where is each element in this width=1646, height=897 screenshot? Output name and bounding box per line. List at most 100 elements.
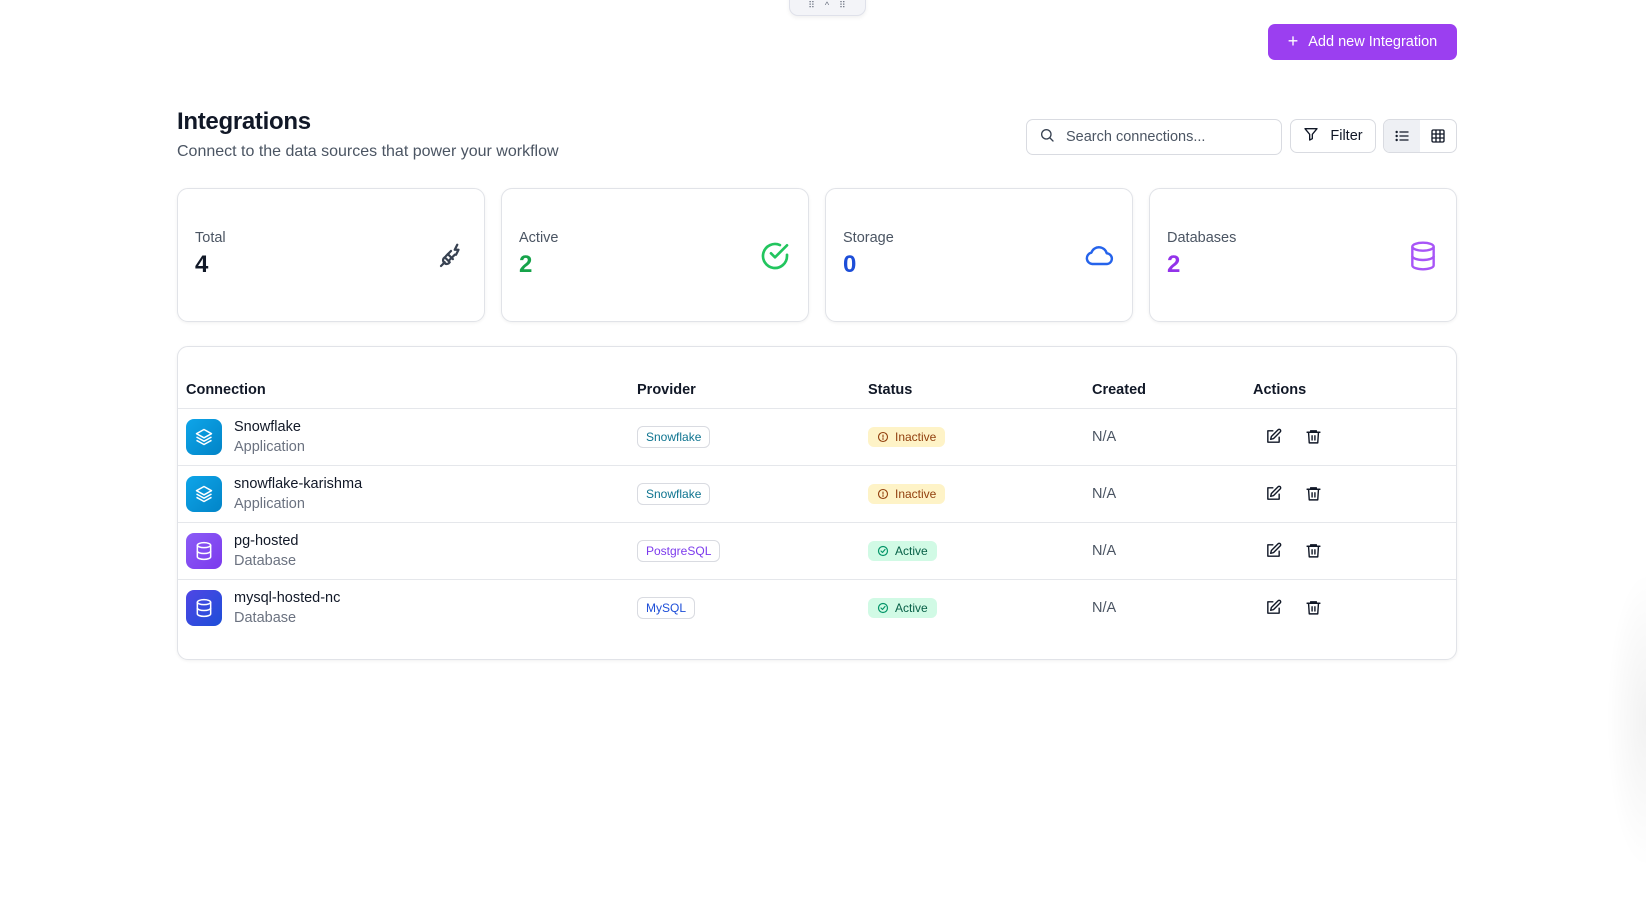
search-icon [1039,127,1055,148]
connection-name[interactable]: mysql-hosted-nc [234,589,341,606]
plug-icon [434,239,468,273]
floating-toolbar-handle[interactable]: ⠿ ^ ⠿ [789,0,866,16]
trash-icon [1305,544,1321,558]
status-label: Active [895,543,928,558]
edit-icon [1266,542,1281,557]
filter-icon [1303,126,1319,146]
table-row[interactable]: pg-hosted Database PostgreSQL Active N/A [178,522,1456,580]
search-input[interactable] [1066,129,1266,145]
column-header-actions: Actions [1245,347,1456,409]
column-header-provider: Provider [629,347,860,409]
status-label: Active [895,600,928,615]
edit-icon [1266,599,1281,615]
list-view-button[interactable] [1384,120,1420,152]
edge-shadow [1606,570,1646,870]
trash-icon [1305,430,1321,444]
connection-name[interactable]: pg-hosted [234,532,299,549]
stat-card-active: Active 2 [501,188,809,322]
status-badge: Active [868,597,937,618]
alert-circle-icon [877,431,889,442]
edit-icon [1266,428,1281,443]
table-row[interactable]: mysql-hosted-nc Database MySQL Active N/… [178,579,1456,636]
actions-cell [1253,599,1456,617]
status-label: Inactive [895,486,937,501]
page-subtitle: Connect to the data sources that power y… [177,143,559,160]
delete-button[interactable] [1304,542,1322,560]
status-label: Inactive [895,429,937,444]
stat-card-databases: Databases 2 [1149,188,1457,322]
drag-grip-left-icon: ⠿ [808,0,816,10]
actions-cell [1253,428,1456,446]
stat-value: 2 [519,251,533,278]
stat-label: Storage [843,230,894,246]
provider-tag: Snowflake [637,482,711,505]
filter-button[interactable]: Filter [1290,119,1376,153]
edit-button[interactable] [1264,599,1282,617]
collapse-chevron-icon[interactable]: ^ [824,0,831,10]
layers-icon [186,475,222,512]
provider-tag: Snowflake [637,425,711,448]
created-cell: N/A [1084,408,1245,466]
delete-button[interactable] [1304,485,1322,503]
add-integration-label: Add new Integration [1308,34,1438,50]
check-circle-icon [877,602,889,613]
table-row[interactable]: Snowflake Application Snowflake Inactive… [178,408,1456,466]
check-circle-icon [758,239,792,273]
edit-button[interactable] [1264,428,1282,446]
stat-value: 4 [195,251,209,278]
integrations-table-card: Connection Provider Status Created Actio… [177,346,1457,660]
database-icon [1406,239,1440,273]
status-badge: Active [868,540,937,561]
connection-type: Database [234,552,297,569]
column-header-status: Status [860,347,1084,409]
grid-view-button[interactable] [1420,120,1456,152]
connection-name[interactable]: snowflake-karishma [234,475,363,492]
table-row[interactable]: snowflake-karishma Application Snowflake… [178,465,1456,523]
database-icon [186,532,222,569]
edit-icon [1266,485,1281,500]
edit-button[interactable] [1264,485,1282,503]
edit-button[interactable] [1264,542,1282,560]
column-header-created: Created [1084,347,1245,409]
alert-circle-icon [877,488,889,499]
connection-cell: Snowflake Application [186,417,629,457]
connection-type: Application [234,495,305,512]
connection-type: Database [234,609,297,626]
connection-name[interactable]: Snowflake [234,418,301,435]
actions-cell [1253,485,1456,503]
stat-card-total: Total 4 [177,188,485,322]
created-cell: N/A [1092,599,1117,616]
stat-label: Databases [1167,230,1237,246]
connection-cell: pg-hosted Database [186,531,629,571]
drag-grip-right-icon: ⠿ [839,0,847,10]
check-circle-icon [877,545,889,556]
created-cell: N/A [1084,465,1245,523]
stat-label: Active [519,230,559,246]
page-title: Integrations [177,108,311,135]
filter-label: Filter [1330,128,1363,144]
trash-icon [1305,487,1321,501]
list-icon [1395,130,1409,142]
add-integration-button[interactable]: + Add new Integration [1268,24,1457,60]
search-box[interactable] [1026,119,1282,155]
grid-icon [1431,129,1445,143]
actions-cell [1253,542,1456,560]
trash-icon [1305,601,1321,615]
connection-cell: mysql-hosted-nc Database [186,588,629,628]
stat-value: 2 [1167,251,1181,278]
provider-tag: PostgreSQL [637,539,721,562]
delete-button[interactable] [1304,428,1322,446]
provider-tag: MySQL [637,596,696,619]
integrations-table: Connection Provider Status Created Actio… [178,347,1456,636]
stat-value: 0 [843,251,857,278]
delete-button[interactable] [1304,599,1322,617]
column-header-connection: Connection [178,347,629,409]
database-icon [186,589,222,626]
plus-icon: + [1287,31,1299,51]
stat-label: Total [195,230,226,246]
status-badge: Inactive [868,483,946,504]
table-header-row: Connection Provider Status Created Actio… [178,347,1456,409]
stat-card-storage: Storage 0 [825,188,1133,322]
view-toggle[interactable] [1383,119,1457,153]
status-badge: Inactive [868,426,946,447]
